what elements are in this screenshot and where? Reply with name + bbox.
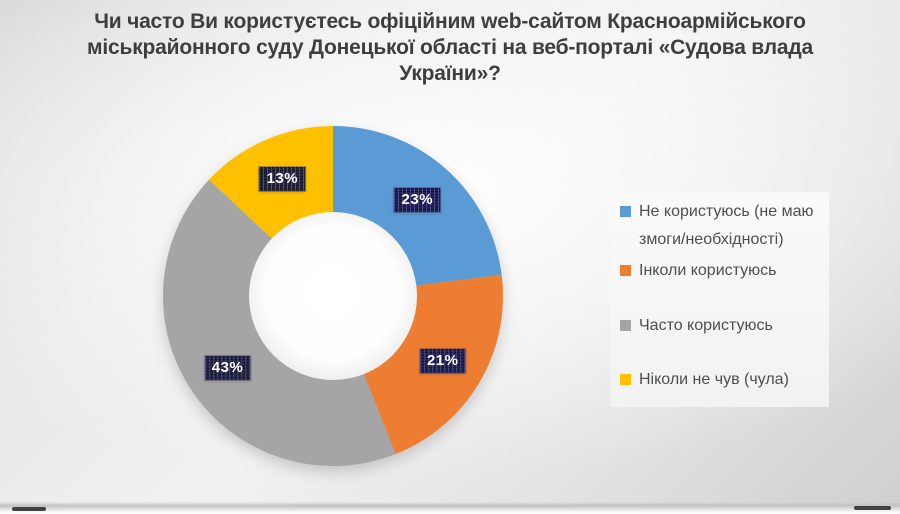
donut-hole: [249, 212, 417, 380]
legend-item: Ніколи не чув (чула): [620, 366, 829, 394]
chart-title-line: міськрайонного суду Донецької області на…: [87, 36, 813, 59]
chart-title-line: Чи часто Ви користуєтесь офіційним web-с…: [94, 10, 806, 33]
slide-bottom-edge: [0, 502, 900, 514]
legend-label: Інколи користуюсь: [639, 262, 777, 279]
legend-color-swatch: [620, 374, 631, 385]
legend-label: Часто користуюсь: [639, 317, 773, 334]
legend-item: Часто користуюсь: [620, 312, 829, 340]
scan-artifact-left: [12, 507, 46, 511]
data-label: 43%: [205, 356, 251, 380]
legend-item: Не користуюсь (не маю змоги/необхідності…: [620, 198, 829, 254]
chart-legend: Не користуюсь (не маю змоги/необхідності…: [610, 192, 829, 407]
scan-artifact-right: [854, 506, 891, 510]
data-label: 21%: [420, 349, 466, 373]
data-label: 13%: [260, 167, 306, 191]
legend-color-swatch: [620, 320, 631, 331]
legend-label: Ніколи не чув (чула): [639, 371, 789, 388]
legend-color-swatch: [620, 265, 631, 276]
chart-title: Чи часто Ви користуєтесь офіційним web-с…: [0, 9, 900, 87]
legend-color-swatch: [620, 206, 631, 217]
chart-title-line: України»?: [399, 62, 501, 85]
legend-label: Не користуюсь (не маю змоги/необхідності…: [639, 203, 814, 248]
legend-item: Інколи користуюсь: [620, 257, 829, 285]
donut-chart: 23% 21% 43% 13%: [133, 96, 533, 496]
data-label: 23%: [395, 188, 441, 212]
donut-chart-svg: [163, 126, 504, 466]
